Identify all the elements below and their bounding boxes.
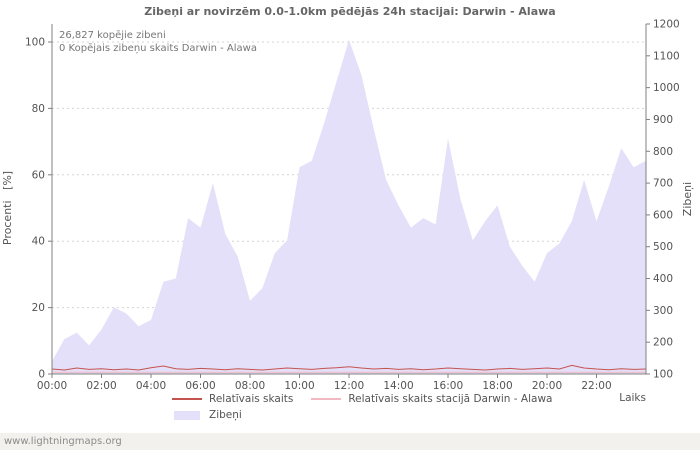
x-axis-label: Laiks <box>619 392 646 404</box>
x-tick-label: 04:00 <box>136 380 166 392</box>
station-strikes-annotation: 0 Kopējais zibeņu skaits Darwin - Alawa <box>59 43 257 54</box>
y-right-tick-label: 1100 <box>653 50 680 62</box>
x-tick-label: 18:00 <box>482 380 512 392</box>
y-left-tick-label: 60 <box>32 169 45 181</box>
legend-sample-station <box>311 398 342 400</box>
area-series-zibeni <box>52 39 646 375</box>
legend-sample-relative <box>172 398 202 400</box>
y-right-tick-label: 1000 <box>653 82 680 94</box>
watermark-bar: www.lightningmaps.org <box>0 433 700 450</box>
y-right-tick-label: 1200 <box>653 19 680 31</box>
legend-item-relative: Relatīvais skaits <box>172 393 293 405</box>
y-left-tick-label: 20 <box>32 302 45 314</box>
x-tick-label: 10:00 <box>284 380 314 392</box>
y-right-tick-label: 200 <box>653 337 673 349</box>
y-left-tick-label: 0 <box>38 369 45 381</box>
total-strikes-annotation: 26,827 kopējie zibeni <box>59 30 166 41</box>
x-tick-label: 02:00 <box>86 380 116 392</box>
x-tick-label: 22:00 <box>581 380 611 392</box>
x-tick-label: 12:00 <box>334 380 364 392</box>
line-series-0 <box>51 364 647 371</box>
watermark-text: www.lightningmaps.org <box>4 436 122 447</box>
y-axis-left-label: Procenti [%] <box>1 171 14 245</box>
y-right-tick-label: 900 <box>653 114 673 126</box>
legend-sample-strikes <box>174 410 200 420</box>
y-left-tick-label: 80 <box>32 103 45 115</box>
chart-legend: Relatīvais skaits Relatīvais skaits stac… <box>172 393 552 421</box>
x-tick-label: 00:00 <box>37 380 67 392</box>
y-right-tick-label: 100 <box>653 369 673 381</box>
x-tick-label: 20:00 <box>532 380 562 392</box>
legend-row-1: Relatīvais skaits Relatīvais skaits stac… <box>172 393 552 405</box>
chart-title: Zibeņi ar novirzēm 0.0-1.0km pēdējās 24h… <box>144 5 556 18</box>
y-right-tick-label: 800 <box>653 146 673 158</box>
legend-label-station-relative: Relatīvais skaits stacijā Darwin - Alawa <box>348 393 553 405</box>
y-axis-right-label: Zibeņi <box>681 182 694 216</box>
legend-row-2: Zibeņi <box>172 409 552 421</box>
y-right-tick-label: 300 <box>653 305 673 317</box>
legend-item-strikes: Zibeņi <box>172 409 242 421</box>
y-right-tick-label: 600 <box>653 209 673 221</box>
y-right-tick-label: 400 <box>653 273 673 285</box>
x-tick-label: 08:00 <box>235 380 265 392</box>
y-right-tick-label: 500 <box>653 241 673 253</box>
y-right-tick-label: 700 <box>653 178 673 190</box>
legend-label-relative: Relatīvais skaits <box>209 393 294 405</box>
x-tick-label: 06:00 <box>185 380 215 392</box>
legend-label-strikes: Zibeņi <box>209 409 242 421</box>
x-tick-label: 16:00 <box>433 380 463 392</box>
y-left-tick-label: 40 <box>32 236 45 248</box>
x-tick-label: 14:00 <box>383 380 413 392</box>
legend-item-station-relative: Relatīvais skaits stacijā Darwin - Alawa <box>311 393 552 405</box>
y-left-tick-label: 100 <box>25 37 45 49</box>
